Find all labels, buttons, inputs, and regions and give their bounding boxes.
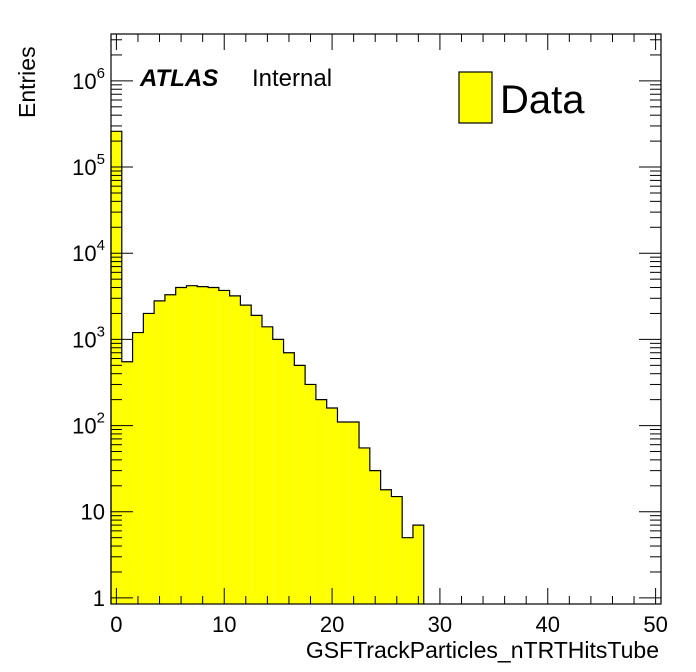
histogram-bar bbox=[132, 332, 144, 604]
histogram-outline bbox=[110, 130, 425, 604]
y-axis-ticks bbox=[111, 39, 661, 599]
histogram-bar bbox=[369, 470, 381, 604]
x-axis-tick-labels: 0 10 20 30 40 50 bbox=[110, 612, 668, 637]
y-tick-label: 1 bbox=[93, 586, 105, 611]
histogram-bar bbox=[391, 496, 403, 604]
x-tick-label: 0 bbox=[110, 612, 122, 637]
histogram-bar bbox=[240, 305, 252, 604]
histogram-bar bbox=[261, 326, 273, 604]
histogram-bar bbox=[164, 294, 176, 604]
x-axis-title: GSFTrackParticles_nTRTHitsTube bbox=[306, 637, 659, 663]
histogram-bar bbox=[154, 300, 165, 604]
plot-frame bbox=[110, 33, 662, 605]
histogram-bar bbox=[175, 287, 187, 604]
histogram-bar bbox=[326, 407, 338, 604]
histogram-bar bbox=[143, 313, 155, 604]
histogram-bar bbox=[229, 295, 241, 604]
histogram-bar bbox=[380, 489, 392, 604]
x-tick-label: 30 bbox=[428, 612, 452, 637]
x-tick-label: 10 bbox=[212, 612, 236, 637]
histogram-bar bbox=[283, 352, 295, 604]
x-tick-label: 40 bbox=[536, 612, 560, 637]
y-tick-label: 10 bbox=[81, 500, 105, 525]
histogram-bar bbox=[121, 361, 133, 604]
histogram-bar bbox=[272, 339, 284, 604]
histogram-bar bbox=[186, 285, 198, 604]
y-axis-tick-labels: 1 10 102 103 104 105 106 bbox=[72, 65, 105, 611]
legend: Data bbox=[458, 71, 585, 124]
legend-entry-label: Data bbox=[500, 78, 585, 122]
histogram-bar bbox=[218, 290, 230, 604]
legend-swatch bbox=[458, 71, 493, 124]
y-tick-label: 104 bbox=[72, 237, 105, 266]
internal-label: Internal bbox=[252, 65, 332, 92]
histogram-bar bbox=[337, 422, 349, 604]
histogram-bar bbox=[359, 447, 370, 604]
histogram-bar bbox=[111, 131, 122, 605]
histogram-bar bbox=[208, 287, 219, 604]
histogram-bar bbox=[402, 537, 413, 604]
histogram-bar bbox=[305, 384, 316, 604]
histogram-bars bbox=[111, 131, 424, 605]
x-axis-ticks bbox=[115, 34, 657, 604]
y-axis-title: Entries bbox=[14, 46, 40, 118]
histogram-bar bbox=[294, 365, 306, 604]
y-tick-label: 105 bbox=[72, 151, 105, 180]
atlas-label: ATLAS bbox=[139, 65, 218, 92]
x-tick-label: 50 bbox=[643, 612, 667, 637]
histogram-bar bbox=[315, 399, 327, 604]
y-tick-label: 106 bbox=[72, 65, 105, 94]
y-tick-label: 102 bbox=[72, 410, 105, 439]
histogram-bar bbox=[251, 315, 262, 604]
y-tick-label: 103 bbox=[72, 323, 105, 352]
histogram-bar bbox=[412, 525, 424, 604]
x-tick-label: 20 bbox=[320, 612, 344, 637]
histogram-bar bbox=[348, 422, 360, 604]
histogram-bar bbox=[197, 286, 209, 604]
